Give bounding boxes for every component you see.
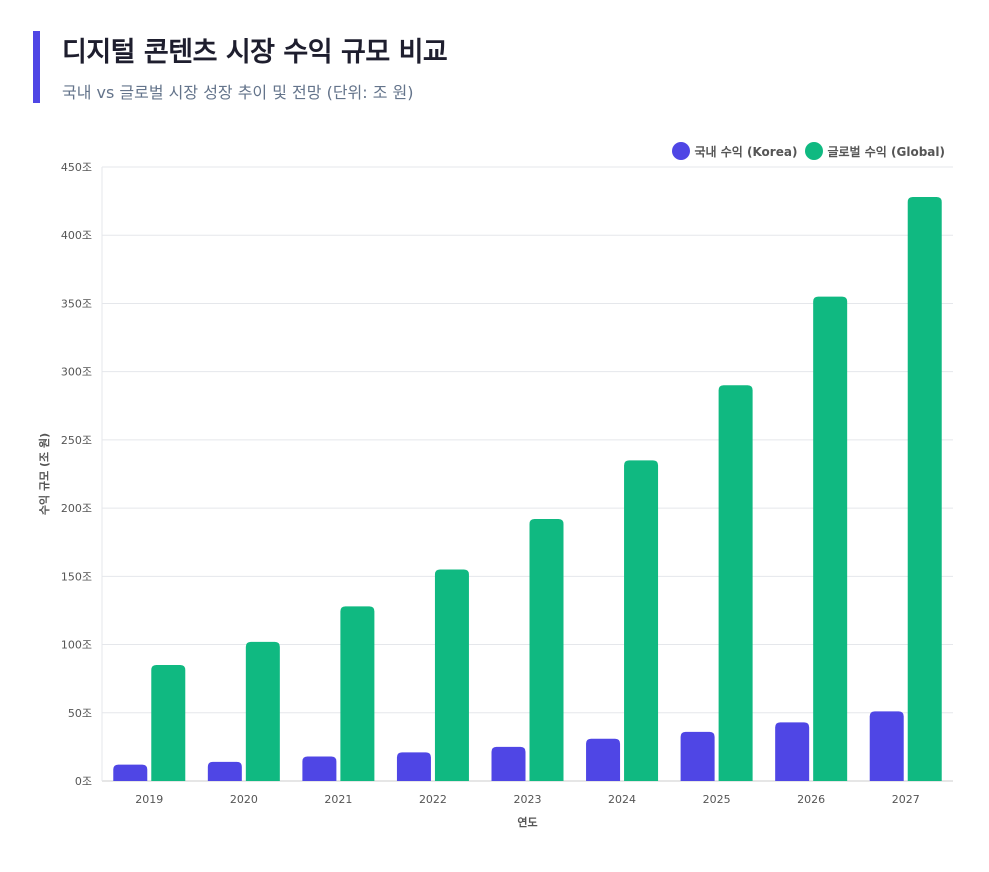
- x-tick-label: 2021: [324, 793, 352, 806]
- y-tick-label: 200조: [61, 502, 92, 515]
- x-tick-label: 2023: [514, 793, 542, 806]
- page-subtitle: 국내 vs 글로벌 시장 성장 추이 및 전망 (단위: 조 원): [62, 83, 414, 102]
- y-tick-label: 150조: [61, 570, 92, 583]
- bar-global-2019: [151, 665, 186, 781]
- bar-global-2022: [434, 569, 469, 781]
- y-tick-label: 350조: [61, 297, 92, 310]
- bar-korea-2021: [302, 756, 337, 781]
- x-tick-label: 2019: [135, 793, 163, 806]
- bar-global-2027: [907, 197, 942, 782]
- bar-korea-2019: [113, 764, 148, 781]
- legend-item-global[interactable]: 글로벌 수익 (Global): [805, 142, 945, 160]
- page-title: 디지털 콘텐츠 시장 수익 규모 비교: [62, 37, 448, 68]
- y-tick-label: 50조: [68, 707, 92, 720]
- bar-korea-2020: [207, 761, 242, 781]
- title-accent: [33, 31, 40, 103]
- legend-label-global: 글로벌 수익 (Global): [827, 144, 945, 159]
- bar-korea-2026: [775, 722, 810, 781]
- x-tick-label: 2024: [608, 793, 636, 806]
- x-tick-label: 2025: [703, 793, 731, 806]
- legend-item-korea[interactable]: 국내 수익 (Korea): [672, 142, 797, 160]
- y-tick-label: 0조: [75, 775, 92, 788]
- x-tick-label: 2026: [797, 793, 825, 806]
- bar-korea-2024: [586, 738, 621, 781]
- legend: 국내 수익 (Korea) 글로벌 수익 (Global): [672, 142, 945, 160]
- bar-global-2020: [245, 641, 280, 781]
- x-tick-label: 2027: [892, 793, 920, 806]
- bar-global-2024: [624, 460, 659, 781]
- x-axis-title: 연도: [517, 815, 537, 829]
- y-tick-label: 450조: [61, 161, 92, 174]
- y-tick-label: 300조: [61, 366, 92, 379]
- bar-korea-2025: [680, 731, 715, 781]
- y-tick-label: 400조: [61, 229, 92, 242]
- bar-korea-2022: [396, 752, 431, 781]
- y-axis-title: 수익 규모 (조 원): [37, 433, 51, 515]
- bar-global-2025: [718, 385, 753, 781]
- x-tick-label: 2022: [419, 793, 447, 806]
- x-tick-label: 2020: [230, 793, 258, 806]
- legend-swatch-global: [805, 142, 824, 160]
- y-tick-label: 100조: [61, 639, 92, 652]
- bar-global-2021: [340, 606, 375, 781]
- legend-label-korea: 국내 수익 (Korea): [694, 144, 798, 159]
- y-tick-label: 250조: [61, 434, 92, 447]
- bar-global-2023: [529, 519, 564, 781]
- bar-korea-2023: [491, 746, 526, 781]
- bar-korea-2027: [869, 711, 904, 781]
- legend-swatch-korea: [672, 142, 691, 160]
- bar-global-2026: [813, 296, 848, 781]
